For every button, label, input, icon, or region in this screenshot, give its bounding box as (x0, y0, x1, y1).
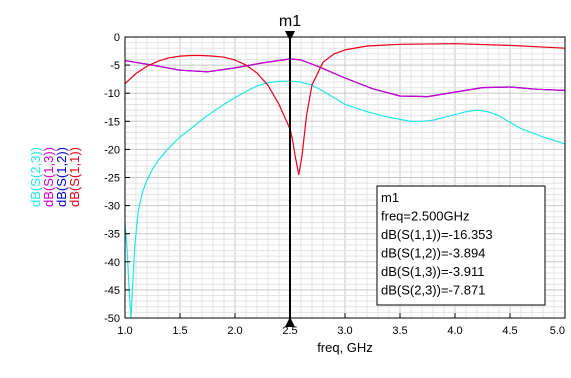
y-axis-label: dB(S(1,3)) (41, 147, 56, 207)
y-tick-label: -5 (110, 60, 120, 72)
y-tick-label: -50 (104, 313, 120, 325)
series-line-dbs13 (124, 58, 566, 98)
y-tick-label: -40 (104, 257, 120, 269)
marker-readout-line: m1 (381, 190, 399, 205)
y-tick-label: -45 (104, 285, 120, 297)
marker-readout-line: dB(S(2,3))=-7.871 (381, 283, 485, 298)
marker-readout-line: freq=2.500GHz (381, 209, 470, 224)
y-tick-label: 0 (114, 32, 120, 44)
y-tick-label: -20 (104, 144, 120, 156)
marker-m1[interactable]: m1 (279, 13, 301, 327)
y-tick-label: -30 (104, 201, 120, 213)
x-tick-label: 4.0 (447, 325, 462, 337)
y-tick-label: -35 (104, 229, 120, 241)
y-axis-label: dB(S(2,3)) (28, 147, 43, 207)
series-line-dbs11 (124, 43, 566, 176)
x-tick-label: 1.5 (172, 325, 187, 337)
x-tick-label: 2.5 (282, 325, 297, 337)
y-tick-label: -15 (104, 116, 120, 128)
marker-readout-line: dB(S(1,3))=-3.911 (381, 264, 484, 279)
y-axis-labels: dB(S(2,3))dB(S(1,3))dB(S(1,2))dB(S(1,1)) (28, 147, 82, 207)
y-ticks: 0 -5 -10 -15 -20 -25 -30 -35 -40 -45 -50 (104, 32, 130, 325)
y-axis-label: dB(S(1,1)) (67, 147, 82, 207)
x-tick-label: 3.0 (337, 325, 352, 337)
y-tick-label: -10 (104, 88, 120, 100)
x-tick-label: 3.5 (392, 325, 407, 337)
x-tick-label: 5.0 (550, 325, 565, 337)
marker-readout-line: dB(S(1,1))=-16.353 (381, 227, 493, 242)
y-axis-label: dB(S(1,2)) (54, 147, 69, 207)
series-line-dbs23 (124, 80, 566, 319)
marker-bottom-arrow[interactable] (285, 317, 295, 327)
marker-top-arrow[interactable] (285, 31, 295, 41)
y-tick-label: -25 (104, 173, 120, 185)
x-tick-label: 4.5 (502, 325, 517, 337)
marker-name: m1 (279, 13, 301, 30)
x-axis-label: freq, GHz (317, 340, 373, 355)
x-ticks: 1.0 1.5 2.0 2.5 3.0 3.5 4.0 4.5 5.0 (117, 313, 566, 337)
marker-readout-box: m1 freq=2.500GHz dB(S(1,1))=-16.353 dB(S(1,… (376, 185, 546, 306)
marker-readout-frame (376, 185, 546, 306)
x-tick-label: 1.0 (117, 325, 132, 337)
series-group (124, 43, 566, 319)
x-tick-label: 2.0 (227, 325, 242, 337)
marker-readout-line: dB(S(1,2))=-3.894 (381, 246, 485, 261)
